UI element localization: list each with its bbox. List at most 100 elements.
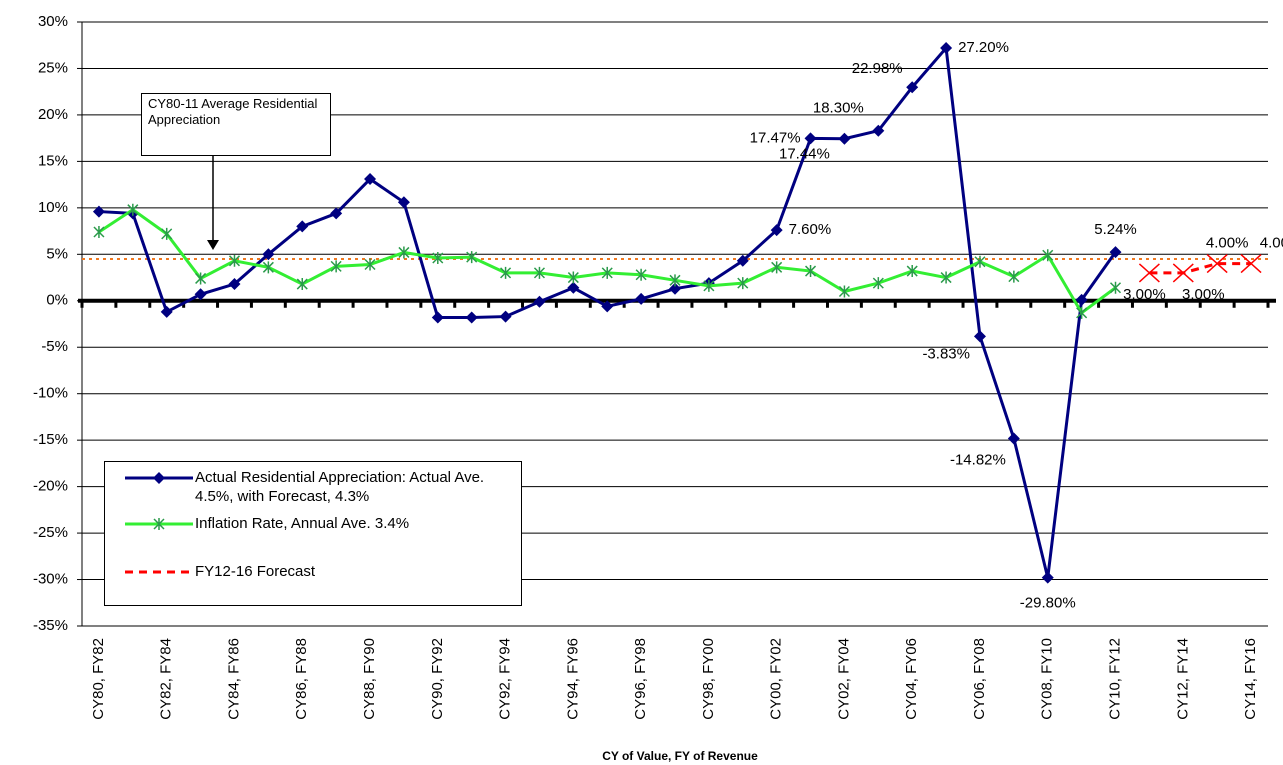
point	[906, 265, 918, 278]
point	[398, 246, 410, 259]
data-label: -3.83%	[922, 345, 970, 362]
point	[973, 330, 986, 343]
x-tick-label: CY12, FY14	[1174, 638, 1191, 720]
x-tick-label: CY84, FY86	[225, 638, 242, 720]
legend: Actual Residential Appreciation: Actual …	[104, 461, 522, 606]
point	[567, 281, 580, 294]
point	[669, 282, 681, 295]
point	[153, 472, 165, 484]
point	[736, 254, 749, 267]
x-tick-label: CY06, FY08	[971, 638, 988, 720]
y-tick-label: 5%	[46, 245, 68, 262]
point	[127, 203, 139, 216]
annotation: CY80-11 Average Residential Appreciation	[141, 93, 331, 156]
point	[737, 277, 749, 290]
point	[262, 261, 274, 274]
y-tick-label: -15%	[33, 431, 68, 448]
point	[466, 251, 478, 264]
point	[940, 271, 952, 284]
point	[330, 260, 342, 273]
point	[872, 124, 885, 137]
point	[1007, 432, 1020, 445]
point	[804, 132, 817, 145]
x-tick-label: CY90, FY92	[429, 638, 446, 720]
y-tick-label: -25%	[33, 524, 68, 541]
point	[838, 132, 851, 145]
point	[160, 305, 173, 318]
point	[228, 278, 241, 291]
legend-swatch	[125, 570, 193, 574]
data-label: -29.80%	[1020, 595, 1076, 612]
data-label: 3.00%	[1123, 286, 1166, 303]
legend-label: Actual Residential Appreciation: Actual …	[195, 469, 485, 505]
point	[635, 268, 647, 281]
data-label: 4.00%	[1206, 235, 1249, 252]
point	[838, 285, 850, 298]
point	[1041, 571, 1054, 584]
x-tick-label: CY08, FY10	[1039, 638, 1056, 720]
point	[153, 518, 165, 530]
point	[669, 274, 681, 287]
annotation-arrowhead	[207, 240, 219, 250]
point	[533, 295, 546, 308]
y-tick-label: -5%	[41, 338, 68, 355]
point	[92, 205, 105, 218]
point	[364, 173, 377, 186]
x-tick-label: CY86, FY88	[293, 638, 310, 720]
series-line	[98, 207, 1117, 316]
x-tick-label: CY92, FY94	[497, 638, 514, 720]
point	[1008, 270, 1020, 283]
point	[397, 196, 410, 209]
point	[1109, 281, 1122, 294]
point	[499, 310, 512, 323]
x-tick-label: CY10, FY12	[1106, 638, 1123, 720]
series-line	[1149, 262, 1252, 275]
legend-label: Inflation Rate, Annual Ave. 3.4%	[195, 515, 410, 532]
data-label: 17.47%	[750, 129, 801, 146]
legend-label: FY12-16 Forecast	[195, 563, 316, 580]
data-label: 17.44%	[779, 146, 830, 163]
point	[872, 277, 884, 290]
point	[940, 42, 953, 55]
data-label: 5.24%	[1094, 221, 1137, 238]
data-label: 27.20%	[958, 39, 1009, 56]
point	[228, 254, 241, 267]
point	[1075, 293, 1088, 306]
data-label: 3.00%	[1182, 286, 1225, 303]
x-tick-label: CY00, FY02	[768, 638, 785, 720]
y-tick-label: 15%	[38, 152, 68, 169]
point	[771, 261, 783, 274]
x-tick-label: CY98, FY00	[700, 638, 717, 720]
x-tick-label: CY14, FY16	[1242, 638, 1259, 720]
data-label: 22.98%	[852, 60, 903, 77]
x-axis-title: CY of Value, FY of Revenue	[602, 749, 758, 763]
y-tick-label: 30%	[38, 13, 68, 30]
point	[432, 252, 444, 265]
x-tick-label: CY04, FY06	[903, 638, 920, 720]
x-tick-label: CY80, FY82	[90, 638, 107, 720]
point	[1138, 263, 1160, 283]
point	[770, 224, 783, 237]
y-tick-label: 20%	[38, 106, 68, 123]
point	[431, 311, 444, 324]
x-tick-label: CY96, FY98	[632, 638, 649, 720]
legend-swatch	[125, 518, 193, 530]
data-label: 4.00%	[1260, 235, 1283, 252]
point	[1240, 254, 1262, 274]
point	[906, 81, 919, 94]
point	[296, 278, 308, 291]
data-label: 18.30%	[813, 100, 864, 117]
point	[1042, 249, 1054, 262]
point	[296, 220, 309, 233]
y-tick-label: 0%	[46, 292, 68, 309]
point	[500, 266, 512, 279]
point	[601, 266, 613, 279]
data-label: 7.60%	[789, 221, 832, 238]
x-tick-label: CY88, FY90	[361, 638, 378, 720]
point	[533, 266, 545, 279]
y-tick-label: -35%	[33, 617, 68, 634]
point	[93, 226, 105, 239]
legend-swatch	[125, 472, 193, 484]
